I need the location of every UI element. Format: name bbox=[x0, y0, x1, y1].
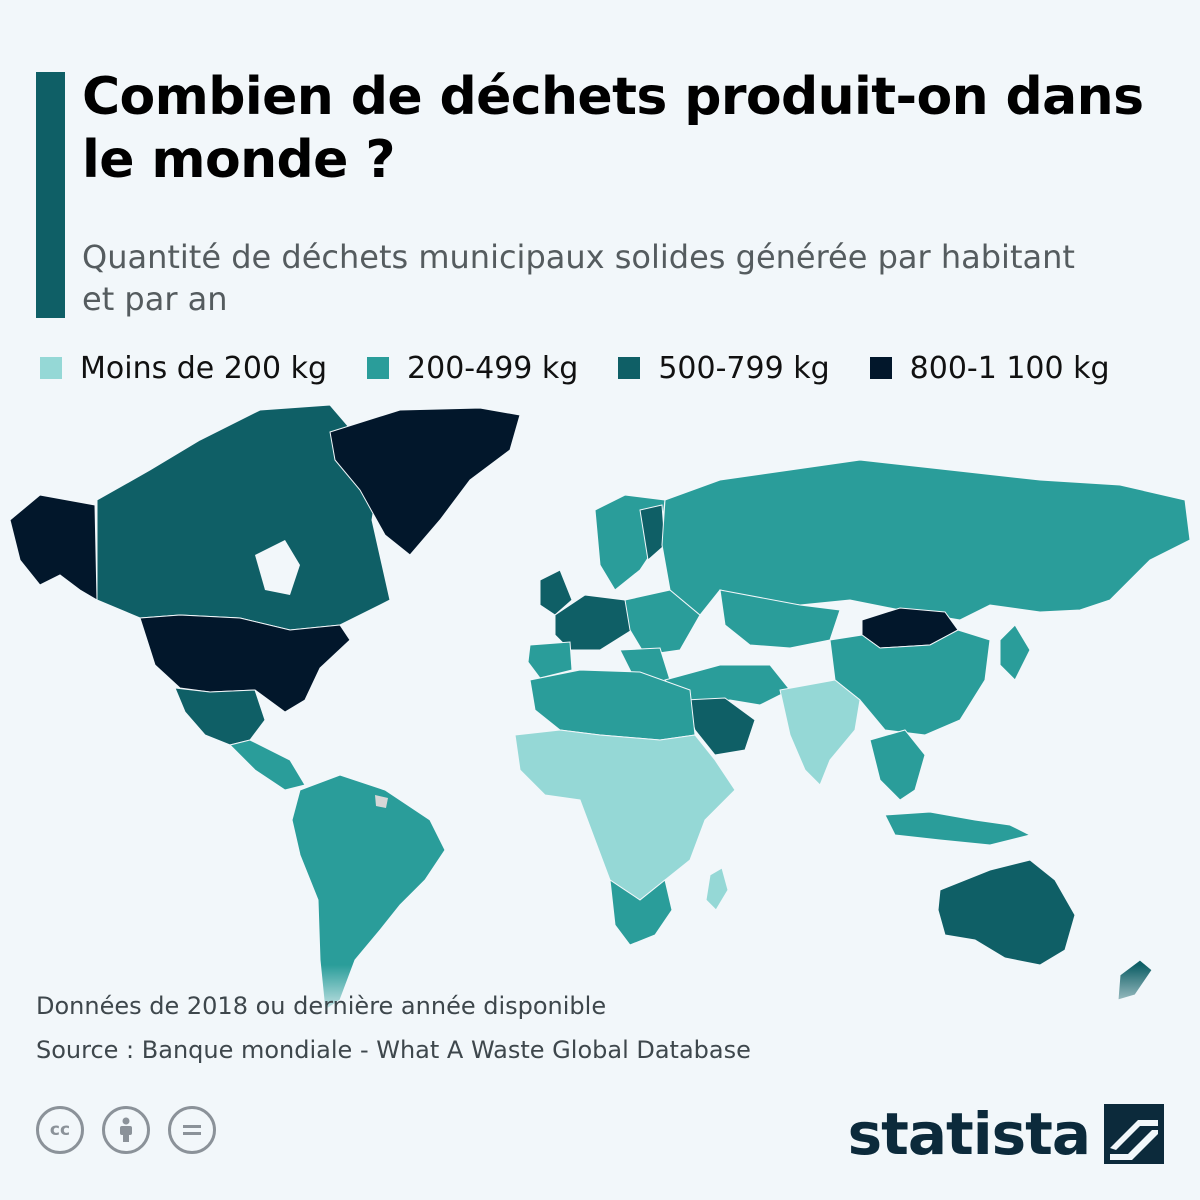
kazakhstan-region bbox=[719, 589, 841, 649]
hudson-bay bbox=[255, 540, 300, 595]
legend-label: Moins de 200 kg bbox=[80, 350, 328, 386]
legend-item-800-1100: 800-1 100 kg bbox=[869, 350, 1110, 386]
data-note: Données de 2018 ou dernière année dispon… bbox=[36, 992, 607, 1020]
legend-swatch bbox=[618, 357, 641, 379]
license-icons: cc bbox=[36, 1106, 216, 1154]
southeast-asia-region bbox=[869, 729, 926, 801]
central-america-region bbox=[229, 739, 306, 791]
legend-item-500-799: 500-799 kg bbox=[618, 350, 830, 386]
statista-logo-icon bbox=[1104, 1104, 1164, 1164]
no-derivatives-icon[interactable] bbox=[168, 1106, 216, 1154]
title-accent-bar bbox=[36, 72, 65, 318]
statista-brand[interactable]: statista bbox=[848, 1100, 1164, 1168]
uk-ireland-region bbox=[539, 569, 573, 616]
legend-item-200-499: 200-499 kg bbox=[367, 351, 578, 386]
legend-item-under-200: Moins de 200 kg bbox=[40, 351, 327, 386]
iberia-region bbox=[527, 641, 573, 679]
japan-region bbox=[999, 624, 1031, 681]
indonesia-region bbox=[884, 811, 1032, 846]
legend-label: 800-1 100 kg bbox=[909, 350, 1110, 386]
saudi-arabia-region bbox=[684, 697, 756, 756]
alaska-region bbox=[9, 494, 98, 601]
page-title: Combien de déchets produit-on dans le mo… bbox=[82, 67, 1144, 191]
mexico-region bbox=[174, 687, 266, 746]
india-region bbox=[779, 679, 861, 786]
sub-saharan-africa-region bbox=[514, 729, 736, 901]
brand-name: statista bbox=[847, 1100, 1091, 1168]
legend-swatch bbox=[367, 357, 390, 379]
western-europe-region bbox=[554, 594, 641, 651]
russia-region bbox=[661, 459, 1191, 621]
page-subtitle: Quantité de déchets municipaux solides g… bbox=[82, 238, 1075, 319]
south-america-region bbox=[291, 774, 446, 1011]
map-fade bbox=[0, 965, 1200, 1020]
cc-icon[interactable]: cc bbox=[36, 1106, 84, 1154]
source-line: Source : Banque mondiale - What A Waste … bbox=[36, 1036, 751, 1064]
legend-label: 200-499 kg bbox=[407, 350, 579, 386]
australia-region bbox=[937, 859, 1076, 966]
guyanas-region bbox=[375, 795, 388, 808]
attribution-icon[interactable] bbox=[102, 1106, 150, 1154]
southern-africa-region bbox=[609, 878, 673, 946]
madagascar-region bbox=[705, 867, 729, 911]
legend-swatch bbox=[869, 357, 892, 379]
world-map bbox=[9, 404, 1191, 1011]
legend: Moins de 200 kg 200-499 kg 500-799 kg 80… bbox=[40, 348, 1190, 388]
greenland-region bbox=[329, 407, 521, 556]
legend-swatch bbox=[40, 357, 62, 379]
legend-label: 500-799 kg bbox=[658, 350, 830, 386]
